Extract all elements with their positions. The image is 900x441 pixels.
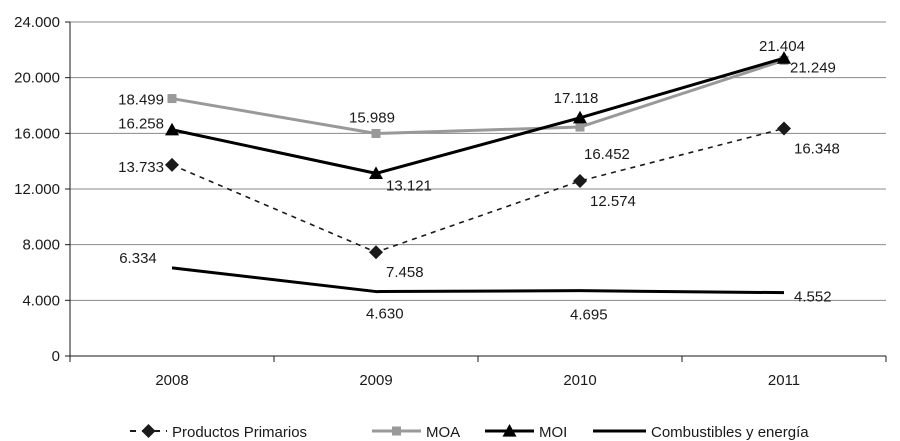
data-point (371, 128, 381, 138)
legend-item: MOI (485, 424, 567, 441)
legend-item: MOA (372, 424, 460, 441)
x-axis-ticks: 2008 2009 2010 2011 (69, 356, 887, 389)
legend: Productos Primarios MOA MOI Combustibles y … (130, 424, 809, 441)
legend-label: Combustibles y energía (651, 424, 809, 441)
data-label: 4.552 (794, 289, 832, 306)
data-label: 4.695 (570, 307, 608, 324)
data-point (575, 122, 585, 132)
legend-label: Productos Primarios (172, 424, 307, 441)
series-line (171, 266, 785, 295)
data-label: 13.733 (118, 159, 164, 176)
data-label: 4.630 (366, 306, 404, 323)
data-label: 7.458 (386, 264, 424, 281)
y-tick-label: 16.000 (14, 125, 60, 142)
data-point (369, 166, 383, 179)
data-point (573, 110, 587, 124)
y-tick-label: 4.000 (22, 292, 60, 309)
x-tick-label: 2009 (359, 372, 392, 389)
grid-lines (70, 21, 886, 301)
data-label: 16.258 (118, 116, 164, 133)
y-tick-label: 0 (52, 348, 60, 365)
data-point (369, 245, 383, 260)
data-point (165, 157, 179, 172)
y-tick-label: 24.000 (14, 14, 60, 31)
legend-label: MOA (426, 424, 460, 441)
legend-label: MOI (539, 424, 567, 441)
data-point (573, 174, 587, 189)
data-point (777, 51, 791, 64)
data-point (777, 121, 791, 136)
legend-marker (141, 424, 156, 438)
legend-marker (392, 426, 401, 436)
legend-item: Productos Primarios (130, 424, 307, 441)
x-tick-label: 2008 (155, 372, 188, 389)
series-line (171, 58, 785, 135)
data-label: 12.574 (590, 193, 636, 210)
legend-item: Combustibles y energía (593, 424, 809, 441)
data-label: 21.249 (790, 59, 836, 76)
series-line (171, 56, 785, 175)
data-label: 13.121 (386, 177, 432, 194)
data-label: 21.404 (759, 38, 805, 55)
y-axis-ticks: 0 4.000 8.000 12.000 16.000 20.000 24.000 (14, 14, 70, 365)
series-group (165, 51, 791, 295)
y-tick-label: 20.000 (14, 70, 60, 87)
series-line (171, 127, 785, 254)
data-label: 16.452 (584, 146, 630, 163)
x-tick-label: 2010 (563, 372, 596, 389)
y-tick-label: 12.000 (14, 181, 60, 198)
legend-marker (502, 424, 517, 437)
data-label: 15.989 (349, 109, 395, 126)
data-label: 17.118 (554, 90, 599, 107)
y-tick-label: 8.000 (22, 237, 60, 254)
data-labels: 13.733 7.458 12.574 16.348 18.499 15.989 16.45… (118, 38, 840, 324)
data-label: 6.334 (119, 250, 157, 267)
x-tick-label: 2011 (768, 372, 800, 389)
data-label: 16.348 (794, 140, 840, 157)
data-label: 18.499 (118, 92, 164, 109)
data-point (165, 122, 179, 136)
data-point (167, 94, 177, 104)
